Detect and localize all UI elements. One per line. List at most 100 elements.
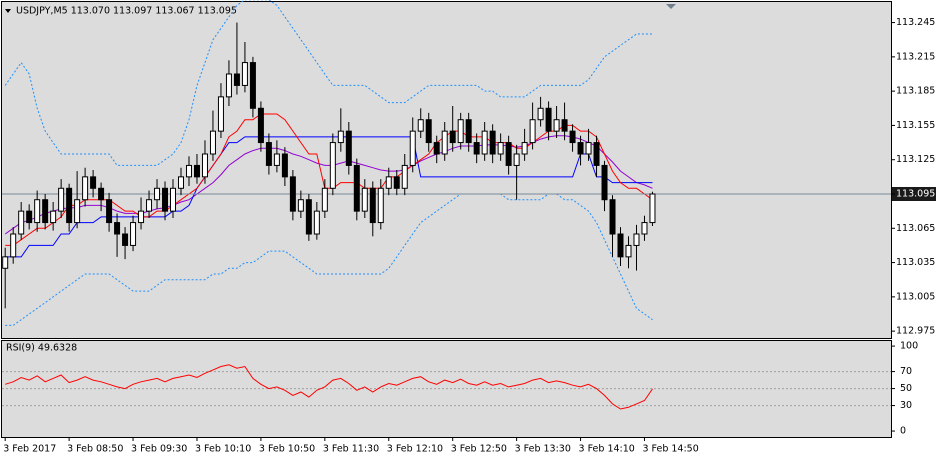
candle-body (377, 187, 384, 224)
indicator-line (5, 136, 653, 258)
candle-body (170, 187, 177, 212)
x-tick-label: 3 Feb 12:50 (451, 444, 507, 455)
candle-body (345, 130, 352, 166)
candle-body (393, 176, 400, 189)
y-tick-label: 113.185 (896, 86, 935, 97)
rsi-line (5, 364, 653, 410)
candle-body (649, 193, 656, 224)
y-tick-label: 70 (900, 366, 912, 377)
candle-body (553, 119, 560, 132)
candle-body (337, 130, 344, 144)
candle-body (193, 164, 200, 178)
candle-body (593, 142, 600, 166)
candle-body (162, 187, 169, 212)
current-price-box (892, 187, 936, 201)
candle-body (265, 142, 272, 166)
candle-body (122, 233, 129, 246)
x-tick-label: 3 Feb 08:50 (67, 444, 123, 455)
candle-body (561, 119, 568, 132)
candle-body (537, 107, 544, 121)
candle-body (313, 210, 320, 235)
x-tick-label: 3 Feb 14:50 (642, 444, 698, 455)
y-tick-label: 112.975 (896, 326, 935, 337)
candle-body (154, 187, 161, 201)
candle-body (18, 210, 25, 235)
band-line (4, 0, 653, 166)
candle-body (297, 199, 304, 212)
y-tick-label: 113.155 (896, 120, 935, 131)
candle-body (513, 153, 520, 166)
candle-body (225, 73, 232, 98)
candle-body (409, 130, 416, 166)
candle-body (401, 164, 408, 189)
y-tick-label: 0 (900, 426, 906, 437)
candle-body (217, 96, 224, 132)
candle-body (385, 176, 392, 189)
candle-body (585, 142, 592, 155)
candle-body (90, 176, 97, 189)
candle-body (521, 142, 528, 155)
candle-body (42, 199, 49, 224)
candle-body (98, 187, 105, 201)
x-tick-label: 3 Feb 09:30 (131, 444, 187, 455)
candle-body (369, 187, 376, 224)
indicator-line (5, 113, 653, 246)
candle-body (114, 222, 121, 235)
candle-body (417, 119, 424, 132)
candle-body (473, 142, 480, 155)
candle-body (449, 130, 456, 144)
candle-body (641, 222, 648, 235)
candle-body (289, 176, 296, 212)
x-tick-label: 3 Feb 11:30 (323, 444, 379, 455)
x-tick-label: 3 Feb 10:50 (259, 444, 315, 455)
candle-body (130, 222, 137, 246)
candle-body (281, 153, 288, 178)
y-tick-label: 100 (900, 341, 918, 352)
candle-body (58, 187, 65, 212)
candle-body (481, 130, 488, 155)
y-tick-label: 113.005 (896, 291, 935, 302)
x-tick-label: 3 Feb 13:30 (515, 444, 571, 455)
candle-body (138, 210, 145, 224)
candle-body (601, 164, 608, 201)
candle-body (457, 119, 464, 144)
x-tick-label: 3 Feb 14:10 (579, 444, 635, 455)
candle-body (34, 199, 41, 224)
candle-body (497, 142, 504, 155)
candle-body (425, 119, 432, 144)
x-tick-label: 3 Feb 10:10 (195, 444, 251, 455)
candle-body (465, 119, 472, 144)
candle-body (50, 210, 57, 224)
y-tick-label: 50 (900, 383, 912, 394)
candle-body (577, 142, 584, 155)
x-tick-label: 3 Feb 12:10 (387, 444, 443, 455)
candle-body (569, 130, 576, 144)
candle-body (353, 164, 360, 212)
candle-body (441, 130, 448, 155)
candle-body (10, 233, 17, 258)
candle-body (609, 199, 616, 235)
candle-body (529, 119, 536, 144)
chart-title: USDJPY,M5 113.070 113.097 113.067 113.09… (16, 6, 237, 17)
candle-body (209, 130, 216, 155)
candle-body (201, 153, 208, 178)
menu-arrow (5, 9, 11, 13)
candle-body (545, 107, 552, 132)
candle-body (106, 199, 113, 224)
candle-body (74, 199, 81, 224)
band-line (5, 193, 653, 326)
candle-body (633, 233, 640, 246)
candle-body (489, 130, 496, 155)
indicator-line (4, 135, 653, 235)
candle-body (257, 107, 264, 144)
candle-body (233, 73, 240, 86)
y-tick-label: 113.245 (896, 17, 935, 28)
y-tick-label: 113.215 (896, 51, 935, 62)
rsi-title: RSI(9) 49.6328 (6, 343, 77, 354)
candle-body (361, 187, 368, 212)
candle-body (625, 244, 632, 258)
y-tick-label: 30 (900, 400, 912, 411)
y-tick-label: 113.035 (896, 257, 935, 268)
x-tick-label: 3 Feb 2017 (3, 444, 56, 455)
